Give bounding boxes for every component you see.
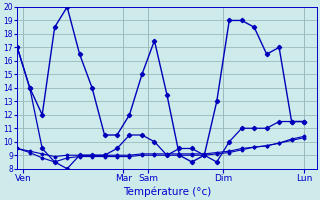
X-axis label: Température (°c): Température (°c)	[123, 186, 211, 197]
